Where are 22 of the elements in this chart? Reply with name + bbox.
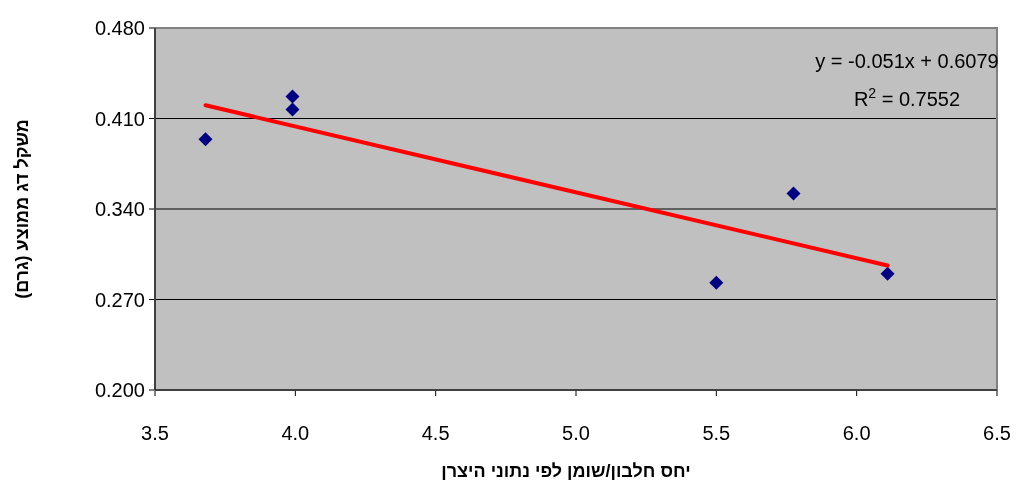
y-tick-label: 0.410 bbox=[94, 107, 145, 130]
x-tick-label: 5.5 bbox=[702, 422, 731, 444]
point bbox=[880, 266, 895, 281]
annotation: y = -0.051x + 0.6079 bbox=[815, 50, 999, 72]
x-tick-label: 3.5 bbox=[141, 422, 169, 444]
y-tick-label: 0.270 bbox=[94, 288, 145, 311]
y-tick-label: 0.200 bbox=[94, 379, 145, 401]
point bbox=[285, 89, 300, 104]
y-tick-label: 0.340 bbox=[94, 198, 145, 220]
y-tick-label: 0.480 bbox=[94, 17, 145, 39]
y-axis-title: משקל דג ממוצע (גרם) bbox=[12, 119, 32, 299]
x-tick-label: 6.0 bbox=[842, 422, 871, 444]
point bbox=[198, 132, 213, 147]
x-tick-label: 4.0 bbox=[281, 422, 310, 444]
annotation: R$^{2}$ = 0.7552 bbox=[853, 85, 961, 110]
x-tick-label: 6.5 bbox=[983, 422, 1011, 444]
point bbox=[709, 275, 724, 290]
x-tick-label: 5.0 bbox=[562, 422, 590, 444]
point bbox=[786, 186, 801, 201]
x-axis-title: יחס חלבון/שומן לפי נתוני היצרן bbox=[441, 461, 691, 481]
x-tick-label: 4.5 bbox=[421, 422, 450, 444]
point bbox=[285, 102, 300, 117]
